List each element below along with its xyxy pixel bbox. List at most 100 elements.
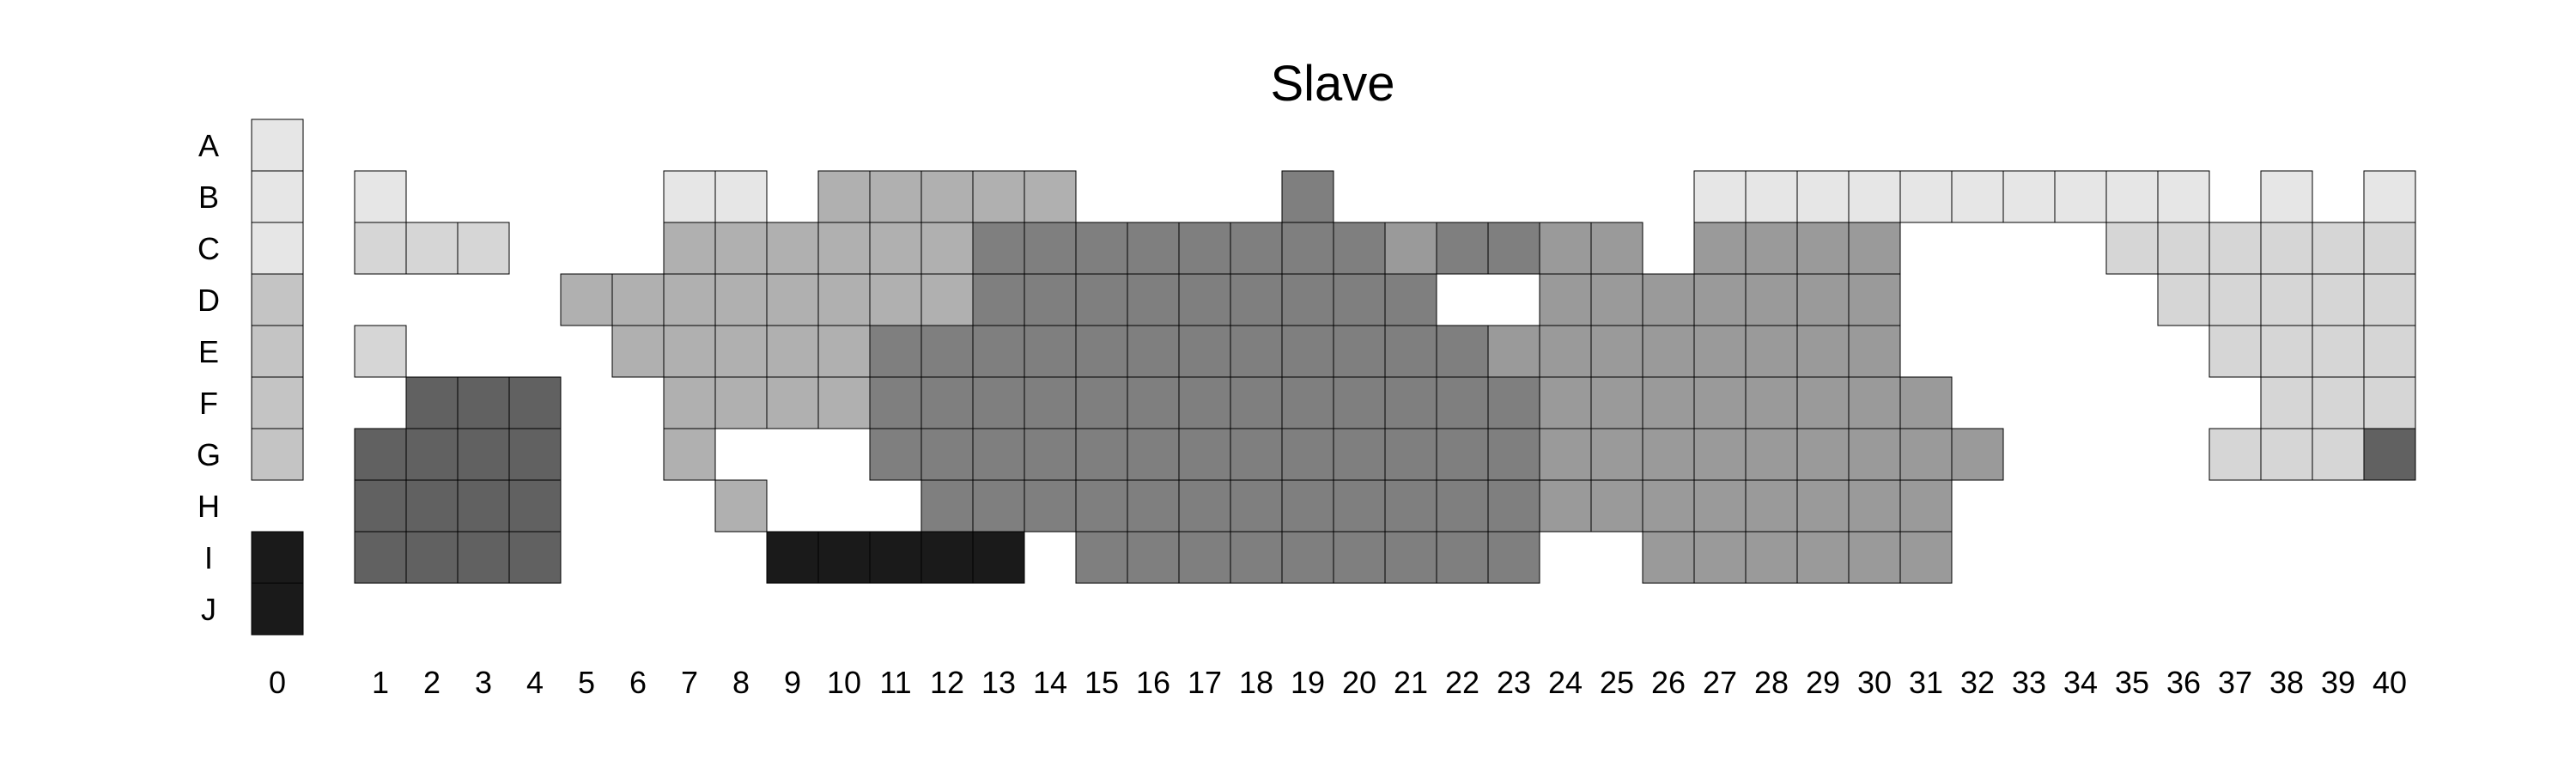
heatmap-cell-B-35 bbox=[2105, 170, 2159, 223]
heatmap-cell-B-28 bbox=[1745, 170, 1798, 223]
heatmap-cell-F-11 bbox=[869, 376, 922, 429]
heatmap-cell-G-0 bbox=[251, 428, 304, 481]
heatmap-cell-D-12 bbox=[920, 273, 974, 326]
heatmap-cell-H-16 bbox=[1127, 479, 1180, 533]
heatmap-cell-D-16 bbox=[1127, 273, 1180, 326]
heatmap-cell-E-15 bbox=[1075, 325, 1128, 378]
heatmap-cell-E-22 bbox=[1436, 325, 1489, 378]
heatmap-cell-H-28 bbox=[1745, 479, 1798, 533]
heatmap-cell-D-14 bbox=[1024, 273, 1077, 326]
heatmap-cell-D-30 bbox=[1848, 273, 1901, 326]
heatmap-cell-B-36 bbox=[2157, 170, 2210, 223]
heatmap-cell-I-20 bbox=[1333, 531, 1386, 584]
heatmap-cell-B-1 bbox=[354, 170, 407, 223]
heatmap-cell-H-12 bbox=[920, 479, 974, 533]
column-label-32: 32 bbox=[1960, 665, 1995, 700]
heatmap-cell-H-22 bbox=[1436, 479, 1489, 533]
heatmap-cell-F-24 bbox=[1539, 376, 1592, 429]
heatmap-cell-F-13 bbox=[972, 376, 1025, 429]
heatmap-cell-G-18 bbox=[1230, 428, 1283, 481]
heatmap-cell-C-14 bbox=[1024, 222, 1077, 275]
heatmap-cell-I-1 bbox=[354, 531, 407, 584]
heatmap-cell-G-13 bbox=[972, 428, 1025, 481]
heatmap-cell-C-28 bbox=[1745, 222, 1798, 275]
heatmap-cell-G-4 bbox=[508, 428, 562, 481]
heatmap-cell-I-12 bbox=[920, 531, 974, 584]
heatmap-cell-E-24 bbox=[1539, 325, 1592, 378]
heatmap-cell-D-28 bbox=[1745, 273, 1798, 326]
heatmap-cell-G-23 bbox=[1487, 428, 1540, 481]
heatmap-cell-C-25 bbox=[1590, 222, 1643, 275]
heatmap-cell-E-28 bbox=[1745, 325, 1798, 378]
heatmap-cell-B-32 bbox=[1951, 170, 2004, 223]
heatmap-cell-F-21 bbox=[1384, 376, 1437, 429]
heatmap-cell-C-29 bbox=[1796, 222, 1850, 275]
heatmap-cell-H-15 bbox=[1075, 479, 1128, 533]
column-label-15: 15 bbox=[1084, 665, 1119, 700]
heatmap-cell-C-9 bbox=[766, 222, 819, 275]
heatmap-cell-H-26 bbox=[1642, 479, 1695, 533]
heatmap-cell-B-7 bbox=[663, 170, 716, 223]
heatmap-cell-H-20 bbox=[1333, 479, 1386, 533]
heatmap-cell-E-29 bbox=[1796, 325, 1850, 378]
heatmap-cell-I-4 bbox=[508, 531, 562, 584]
heatmap-cell-C-20 bbox=[1333, 222, 1386, 275]
heatmap-cell-C-17 bbox=[1178, 222, 1231, 275]
heatmap-cell-I-22 bbox=[1436, 531, 1489, 584]
heatmap-cell-D-36 bbox=[2157, 273, 2210, 326]
heatmap-cell-G-20 bbox=[1333, 428, 1386, 481]
column-label-31: 31 bbox=[1909, 665, 1943, 700]
heatmap-cell-H-21 bbox=[1384, 479, 1437, 533]
heatmap-cell-B-27 bbox=[1693, 170, 1747, 223]
heatmap-cell-D-8 bbox=[714, 273, 768, 326]
column-label-25: 25 bbox=[1600, 665, 1634, 700]
column-label-16: 16 bbox=[1136, 665, 1170, 700]
heatmap-cell-G-1 bbox=[354, 428, 407, 481]
heatmap-cell-I-2 bbox=[405, 531, 459, 584]
heatmap-cell-G-38 bbox=[2260, 428, 2313, 481]
heatmap-cell-D-13 bbox=[972, 273, 1025, 326]
column-label-23: 23 bbox=[1497, 665, 1531, 700]
heatmap-cell-F-15 bbox=[1075, 376, 1128, 429]
heatmap-cell-I-29 bbox=[1796, 531, 1850, 584]
heatmap-cell-C-36 bbox=[2157, 222, 2210, 275]
column-label-29: 29 bbox=[1806, 665, 1840, 700]
heatmap-cell-E-13 bbox=[972, 325, 1025, 378]
heatmap-cell-E-26 bbox=[1642, 325, 1695, 378]
heatmap-cell-D-39 bbox=[2312, 273, 2365, 326]
heatmap-cell-D-40 bbox=[2363, 273, 2416, 326]
heatmap-cell-C-38 bbox=[2260, 222, 2313, 275]
column-label-33: 33 bbox=[2012, 665, 2046, 700]
heatmap-cell-J-0 bbox=[251, 582, 304, 636]
heatmap-cell-H-24 bbox=[1539, 479, 1592, 533]
heatmap-cell-D-17 bbox=[1178, 273, 1231, 326]
heatmap-cell-B-11 bbox=[869, 170, 922, 223]
column-label-21: 21 bbox=[1394, 665, 1428, 700]
heatmap-cell-C-12 bbox=[920, 222, 974, 275]
heatmap-cell-C-39 bbox=[2312, 222, 2365, 275]
heatmap-cell-G-19 bbox=[1281, 428, 1334, 481]
heatmap-cell-B-38 bbox=[2260, 170, 2313, 223]
column-label-34: 34 bbox=[2063, 665, 2098, 700]
heatmap-cell-E-11 bbox=[869, 325, 922, 378]
heatmap-cell-C-0 bbox=[251, 222, 304, 275]
heatmap-cell-G-11 bbox=[869, 428, 922, 481]
heatmap-cell-E-14 bbox=[1024, 325, 1077, 378]
heatmap-cell-H-14 bbox=[1024, 479, 1077, 533]
column-label-26: 26 bbox=[1651, 665, 1686, 700]
heatmap-cell-G-27 bbox=[1693, 428, 1747, 481]
column-label-35: 35 bbox=[2115, 665, 2149, 700]
heatmap-cell-B-14 bbox=[1024, 170, 1077, 223]
heatmap-cell-F-20 bbox=[1333, 376, 1386, 429]
heatmap-cell-F-2 bbox=[405, 376, 459, 429]
heatmap-cell-G-25 bbox=[1590, 428, 1643, 481]
heatmap-cell-H-31 bbox=[1899, 479, 1953, 533]
heatmap-cell-E-20 bbox=[1333, 325, 1386, 378]
column-label-8: 8 bbox=[732, 665, 750, 700]
column-label-20: 20 bbox=[1342, 665, 1376, 700]
heatmap-cell-G-32 bbox=[1951, 428, 2004, 481]
chart-title: Slave bbox=[1270, 56, 1394, 112]
heatmap-cell-C-21 bbox=[1384, 222, 1437, 275]
heatmap-cell-C-1 bbox=[354, 222, 407, 275]
